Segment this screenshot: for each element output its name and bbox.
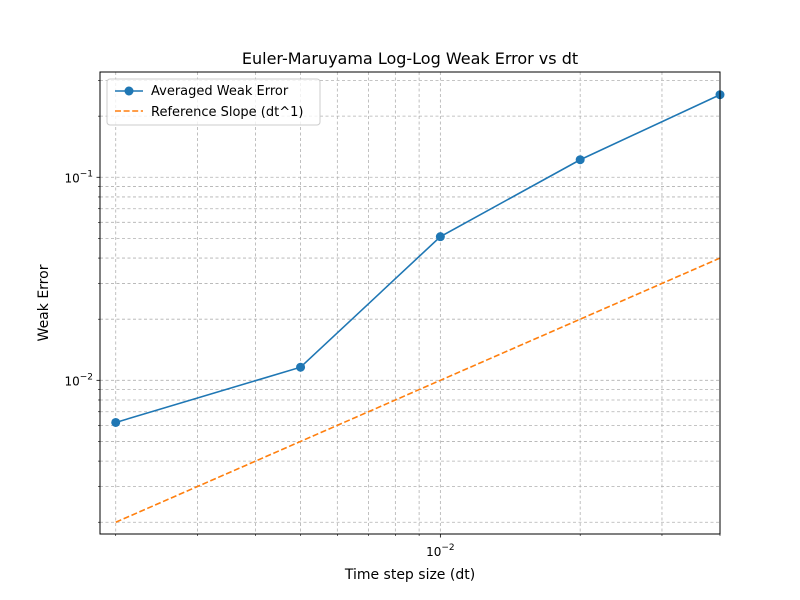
- legend: Averaged Weak Error Reference Slope (dt^…: [106, 78, 321, 126]
- x-tick-label: 10−2: [426, 543, 455, 559]
- series-1-point: [575, 155, 585, 165]
- legend-marker-series-1: [124, 86, 134, 96]
- chart-title: Euler-Maruyama Log-Log Weak Error vs dt: [242, 49, 578, 68]
- series-1-point: [111, 417, 121, 427]
- series-1-point: [296, 362, 306, 372]
- y-axis-label: Weak Error: [36, 264, 52, 341]
- series-line-1: [115, 94, 721, 424]
- grid: [100, 72, 721, 534]
- axis-ticks: 10−2 10−2 10−1: [64, 80, 721, 559]
- legend-label-series-2: Reference Slope (dt^1): [151, 105, 303, 120]
- legend-box: [106, 78, 321, 126]
- plot-frame: [99, 71, 721, 535]
- series-line-2: [115, 257, 721, 523]
- y-tick-label: 10−2: [64, 372, 93, 388]
- series-1-point: [435, 232, 445, 242]
- y-tick-label: 10−1: [64, 169, 93, 185]
- x-axis-label: Time step size (dt): [344, 567, 475, 583]
- plot-series: [111, 90, 725, 523]
- legend-label-series-1: Averaged Weak Error: [151, 84, 289, 99]
